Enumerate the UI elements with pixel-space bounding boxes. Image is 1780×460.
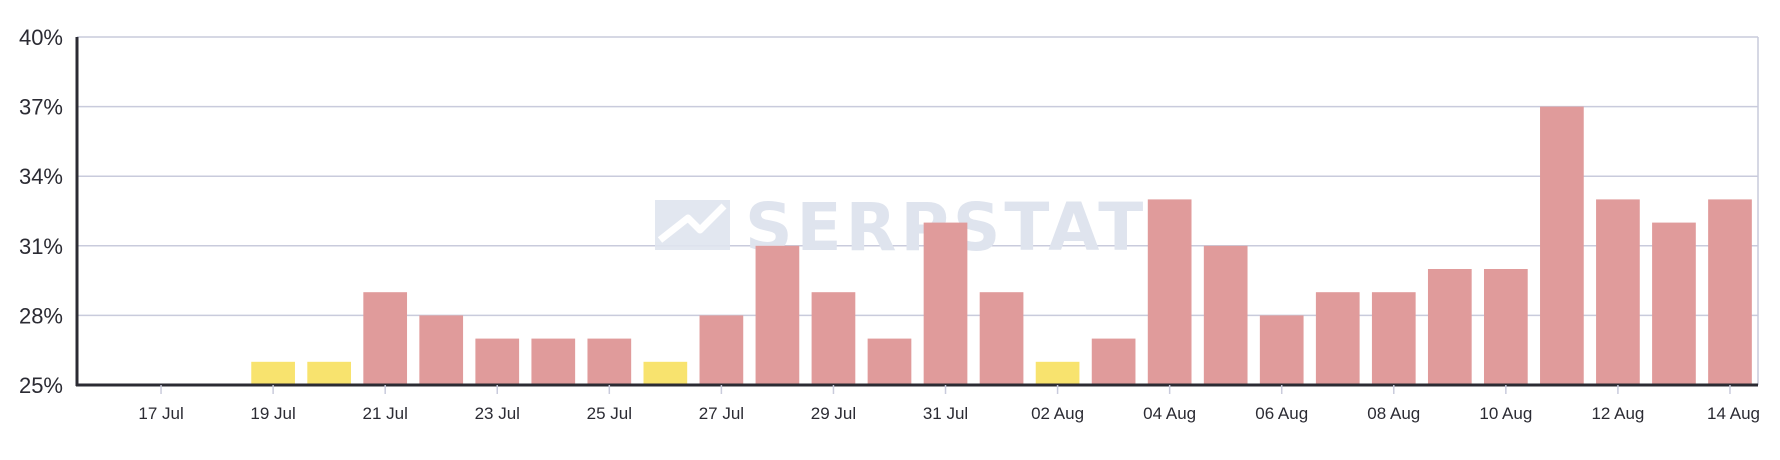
x-tick-label: 02 Aug xyxy=(1031,404,1084,423)
bars xyxy=(251,106,1752,385)
x-tick-label: 14 Aug xyxy=(1707,404,1760,423)
bar[interactable] xyxy=(1203,245,1248,385)
x-tick-label: 06 Aug xyxy=(1255,404,1308,423)
bar[interactable] xyxy=(811,292,856,385)
bar[interactable] xyxy=(531,338,576,385)
x-tick-label: 29 Jul xyxy=(811,404,856,423)
bar[interactable] xyxy=(923,222,968,385)
bar[interactable] xyxy=(867,338,912,385)
bar[interactable] xyxy=(1371,292,1416,385)
bar[interactable] xyxy=(643,361,688,385)
watermark: SERPSTAT xyxy=(655,189,1143,266)
bar[interactable] xyxy=(363,292,408,385)
serpstat-logo-icon xyxy=(655,200,730,250)
bar[interactable] xyxy=(699,315,744,385)
x-tick-label: 12 Aug xyxy=(1591,404,1644,423)
x-tick-label: 21 Jul xyxy=(362,404,407,423)
y-tick-label: 31% xyxy=(19,234,63,259)
y-tick-label: 37% xyxy=(19,95,63,120)
y-axis: 25% 28% 31% 34% 37% 40% xyxy=(19,25,79,398)
x-tick-label: 23 Jul xyxy=(475,404,520,423)
bar[interactable] xyxy=(979,292,1024,385)
bar[interactable] xyxy=(1427,269,1472,385)
bar[interactable] xyxy=(1596,199,1640,385)
bar[interactable] xyxy=(1315,292,1360,385)
y-tick-label: 34% xyxy=(19,164,63,189)
y-tick-label: 25% xyxy=(19,373,63,398)
x-tick-label: 19 Jul xyxy=(250,404,295,423)
bar[interactable] xyxy=(1259,315,1304,385)
x-tick-label: 17 Jul xyxy=(138,404,183,423)
bar[interactable] xyxy=(755,245,800,385)
x-axis: 17 Jul 19 Jul 21 Jul 23 Jul 25 Jul 27 Jul 29 J… xyxy=(76,383,1760,423)
y-tick-label: 28% xyxy=(19,303,63,328)
bar[interactable] xyxy=(587,338,632,385)
bar[interactable] xyxy=(1708,199,1752,385)
bar[interactable] xyxy=(1483,269,1528,385)
bar[interactable] xyxy=(419,315,464,385)
bar[interactable] xyxy=(307,361,352,385)
bar[interactable] xyxy=(475,338,520,385)
x-tick-label: 27 Jul xyxy=(699,404,744,423)
bar[interactable] xyxy=(1540,106,1584,385)
x-tick-label: 10 Aug xyxy=(1479,404,1532,423)
bar[interactable] xyxy=(1652,222,1696,385)
x-tick-label: 08 Aug xyxy=(1367,404,1420,423)
bar[interactable] xyxy=(1035,361,1080,385)
x-tick-label: 25 Jul xyxy=(587,404,632,423)
bar[interactable] xyxy=(1091,338,1136,385)
x-tick-label: 31 Jul xyxy=(923,404,968,423)
bar[interactable] xyxy=(1147,199,1192,385)
grid-lines xyxy=(77,36,1759,385)
x-tick-label: 04 Aug xyxy=(1143,404,1196,423)
bar[interactable] xyxy=(251,361,295,385)
y-tick-label: 40% xyxy=(19,25,63,50)
